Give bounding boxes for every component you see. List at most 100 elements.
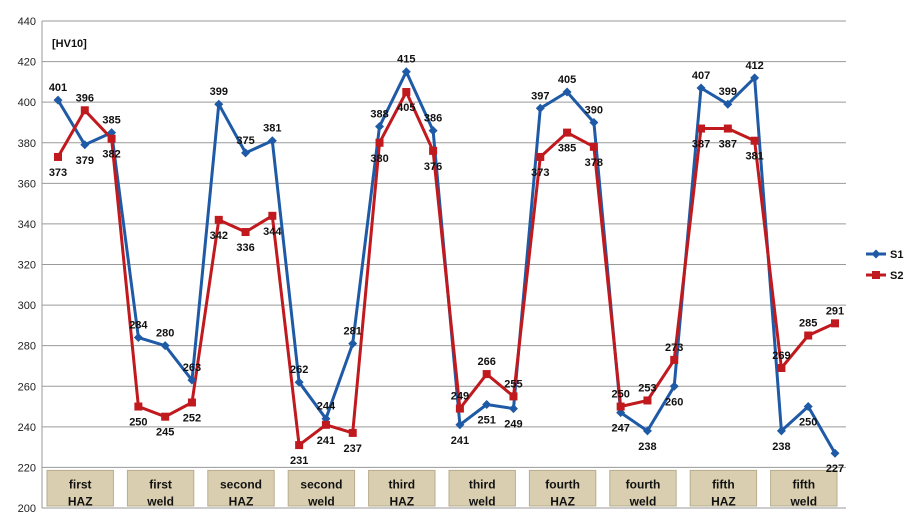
y-tick-label: 280 [18, 341, 36, 353]
y-tick-label: 220 [18, 462, 36, 474]
data-point-s1 [294, 377, 304, 387]
data-label-s2: 344 [263, 226, 282, 238]
y-tick-label: 260 [18, 381, 36, 393]
data-label-s2: 255 [504, 378, 522, 390]
category-boxes: first HAZ first weld second HAZ second weld thir… [46, 469, 838, 508]
data-point-s1 [508, 404, 518, 414]
category-box [207, 469, 275, 507]
category-label-line1: first [69, 477, 92, 491]
data-point-s1 [830, 448, 840, 458]
data-point-s1 [160, 341, 170, 351]
data-point-s1 [214, 99, 224, 109]
category-label-line1: second [220, 477, 262, 491]
data-label-s2: 380 [370, 153, 388, 165]
data-point-s1 [723, 99, 733, 109]
data-label-s1: 397 [531, 90, 549, 102]
data-point-s2 [482, 370, 491, 379]
data-point-s1 [776, 426, 786, 436]
data-label-s2: 387 [692, 139, 710, 151]
data-label-s1: 284 [129, 320, 148, 332]
data-point-s2 [831, 319, 839, 328]
data-label-s2: 252 [183, 412, 201, 424]
data-point-s1 [455, 420, 465, 430]
legend-label-s2: S2 [890, 270, 903, 282]
data-label-s1: 405 [558, 74, 576, 86]
data-point-s2 [268, 211, 277, 220]
data-point-s1 [482, 400, 492, 410]
y-tick-label: 380 [18, 138, 36, 150]
category-box [689, 469, 758, 507]
data-labels: 401 379 385 284 280 263 399 375 381 262 244 281 388 4… [49, 54, 844, 475]
data-point-s2 [777, 363, 786, 372]
series-markers [53, 67, 840, 458]
data-label-s2: 273 [665, 342, 683, 354]
data-point-s2 [295, 441, 304, 450]
data-point-s2 [589, 142, 598, 151]
category-label-line2: weld [789, 494, 817, 508]
y-tick-label: 400 [18, 97, 36, 109]
category-label-line1: first [149, 477, 172, 491]
data-label-s2: 253 [638, 382, 656, 394]
category-box [287, 469, 356, 507]
data-point-s1 [696, 83, 706, 93]
series-lines [56, 70, 837, 454]
data-point-s2 [723, 124, 732, 133]
data-label-s1: 385 [102, 115, 120, 127]
data-label-s2: 381 [745, 151, 763, 163]
y-tick-label: 200 [18, 503, 36, 513]
data-point-s2 [536, 152, 545, 161]
data-label-s2: 405 [397, 102, 415, 114]
data-point-s2 [187, 398, 196, 407]
data-point-s1 [53, 95, 63, 105]
data-label-s1: 412 [745, 60, 763, 72]
data-point-s2 [80, 106, 89, 115]
data-point-s1 [642, 426, 652, 436]
data-label-s2: 250 [129, 417, 147, 429]
data-point-s1 [589, 117, 599, 127]
data-label-s2: 285 [799, 318, 817, 330]
y-tick-label: 440 [18, 16, 36, 28]
data-point-s2 [509, 392, 518, 401]
data-label-s2: 249 [451, 391, 469, 403]
data-label-s1: 247 [611, 423, 629, 435]
data-label-s2: 241 [317, 435, 335, 447]
y-tick-label: 320 [18, 260, 36, 272]
data-label-s1: 281 [344, 326, 362, 338]
category-label-line1: fourth [626, 477, 661, 491]
category-label-line2: weld [146, 494, 174, 508]
data-label-s1: 379 [76, 155, 94, 167]
data-point-s1 [750, 73, 760, 83]
data-point-s2 [455, 404, 464, 413]
legend-marker [872, 271, 880, 279]
category-box [770, 469, 838, 507]
data-point-s1 [562, 87, 572, 97]
data-point-s1 [348, 339, 358, 349]
y-tick-label: 360 [18, 178, 36, 190]
data-label-s2: 373 [49, 167, 67, 179]
data-label-s1: 238 [638, 441, 656, 453]
data-label-s1: 227 [826, 463, 844, 475]
data-point-s2 [321, 420, 330, 429]
data-label-s2: 373 [531, 167, 549, 179]
data-label-s1: 250 [799, 417, 817, 429]
category-label-line2: HAZ [550, 494, 575, 508]
data-label-s1: 386 [424, 113, 442, 125]
data-point-s2 [161, 412, 170, 421]
gridlines [42, 20, 846, 509]
category-box [528, 469, 597, 507]
data-label-s1: 238 [772, 441, 790, 453]
category-box [609, 469, 677, 507]
series-line-s2 [56, 90, 836, 447]
category-box [46, 469, 114, 507]
category-label-line2: HAZ [389, 494, 414, 508]
data-point-s2 [241, 228, 250, 237]
category-box [126, 469, 195, 507]
data-label-s1: 381 [263, 123, 281, 135]
data-point-s1 [803, 402, 813, 412]
data-point-s1 [241, 148, 251, 158]
data-point-s2 [750, 136, 759, 145]
y-tick-label: 240 [18, 422, 36, 434]
data-point-s1 [187, 375, 197, 385]
legend: S1 S2 [866, 249, 903, 282]
category-label-line1: fifth [792, 477, 815, 491]
